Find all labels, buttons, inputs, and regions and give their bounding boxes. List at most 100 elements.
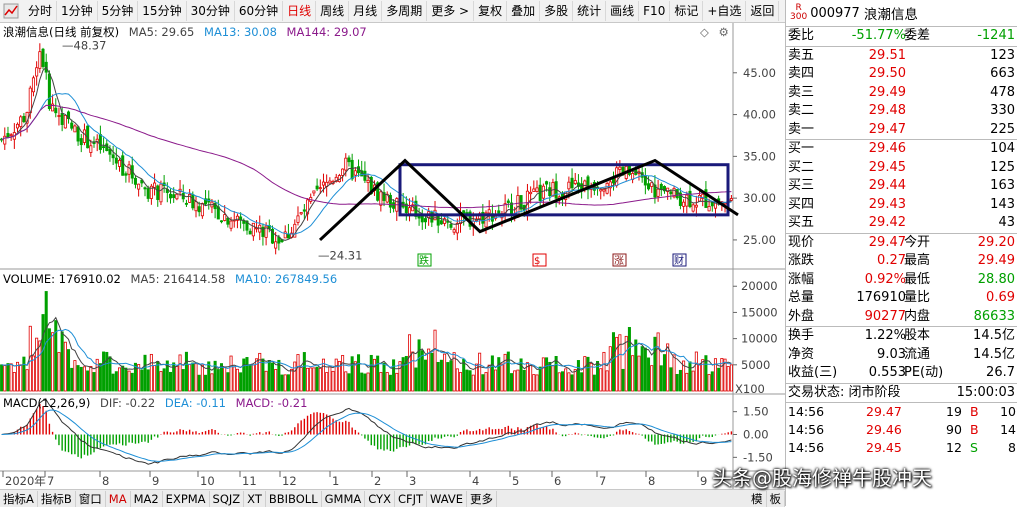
toolbar-item-14[interactable]: 统计	[573, 1, 607, 21]
settings-gear-icon[interactable]: ⚙	[718, 25, 729, 39]
volume-bar	[54, 320, 58, 392]
toolbar-item-0[interactable]: 分时	[24, 1, 58, 21]
volume-bar	[251, 364, 255, 392]
volume-bar	[309, 367, 313, 392]
volume-bar	[490, 355, 494, 392]
toolbar-item-2[interactable]: 5分钟	[98, 1, 139, 21]
volume-bar	[239, 372, 243, 392]
toolbar-item-7[interactable]: 周线	[316, 1, 350, 21]
event-marker-box	[612, 253, 627, 267]
toolbar-item-4[interactable]: 30分钟	[187, 1, 235, 21]
volume-bar	[3, 365, 7, 392]
indicator-tab-7[interactable]: XT	[244, 490, 266, 507]
toolbar-item-11[interactable]: 复权	[474, 1, 508, 21]
candle-body	[669, 191, 673, 195]
candle-body	[573, 180, 577, 185]
toolbar-item-5[interactable]: 60分钟	[235, 1, 284, 21]
kline-chart-area[interactable]: 45.00 40.00 35.00 30.00 25.00 —48.37 —24.31 跌 $ 涨…	[0, 23, 785, 489]
volume-bar	[306, 367, 310, 392]
volume-bar	[213, 360, 217, 392]
template-tab[interactable]: 模	[748, 490, 767, 507]
volume-bar	[360, 372, 364, 392]
toolbar-item-1[interactable]: 1分钟	[57, 1, 98, 21]
candle-body	[223, 214, 227, 221]
diamond-icon[interactable]: ◇	[700, 25, 709, 39]
toolbar-item-12[interactable]: 叠加	[507, 1, 541, 21]
toolbar-item-15[interactable]: 画线	[606, 1, 640, 21]
indicator-tab-13[interactable]: 更多	[467, 490, 498, 507]
volume-bar	[627, 327, 631, 392]
indicator-tab-5[interactable]: EXPMA	[163, 490, 210, 507]
indicator-tab-2[interactable]: 窗口	[76, 490, 106, 507]
candle-body	[570, 177, 574, 189]
indicator-tab-12[interactable]: WAVE	[427, 490, 468, 507]
toolbar-item-3[interactable]: 15分钟	[138, 1, 187, 21]
stat-label: 最高	[904, 253, 931, 268]
event-marker-label: 跌	[419, 254, 429, 267]
volume-bar	[726, 366, 730, 392]
toolbar-item-9[interactable]: 多周期	[382, 1, 428, 21]
toolbar-item-17[interactable]: 标记	[670, 1, 704, 21]
indicator-tab-0[interactable]: 指标A	[0, 490, 38, 507]
volume-bar	[685, 372, 689, 392]
stock-code: 000977	[810, 5, 860, 21]
toolbar-item-16[interactable]: F10	[639, 1, 671, 21]
indicator-tab-8[interactable]: BBIBOLL	[266, 490, 322, 507]
toolbar-item-18[interactable]: +自选	[703, 1, 747, 21]
candle-body	[140, 179, 144, 184]
candle-body	[239, 216, 243, 221]
volume-bar	[283, 374, 287, 392]
candle-body	[293, 223, 297, 238]
volume-bar	[723, 358, 727, 392]
weibi-label: 委比	[788, 28, 815, 43]
stat-value: 9.03	[877, 346, 906, 362]
indicator-tab-9[interactable]: GMMA	[322, 490, 366, 507]
stat-value: 14.5亿	[973, 346, 1015, 362]
volume-bar	[672, 354, 676, 392]
volume-bar	[640, 346, 644, 392]
indicator-tab-4[interactable]: MA2	[131, 490, 163, 507]
volume-bar	[302, 352, 306, 392]
high-price-marker: —48.37	[62, 39, 106, 53]
candle-body	[599, 189, 603, 192]
board-tab[interactable]: 板	[767, 490, 785, 507]
volume-bar	[474, 363, 478, 392]
volume-bar	[602, 351, 606, 392]
trade-side: B	[970, 404, 979, 419]
candle-body	[41, 48, 45, 67]
app-logo-icon[interactable]	[2, 2, 20, 20]
volume-bar	[608, 346, 612, 392]
event-marker-label: $	[534, 256, 540, 267]
toolbar-item-6[interactable]: 日线	[283, 1, 317, 21]
candle-body	[302, 209, 306, 212]
indicator-tab-1[interactable]: 指标B	[38, 490, 76, 507]
candle-body	[519, 195, 523, 210]
indicator-tab-11[interactable]: CFJT	[395, 490, 428, 507]
ask-price: 29.49	[868, 84, 906, 100]
weicha-label: 委差	[904, 28, 931, 43]
volume-bar	[522, 369, 526, 392]
indicator-tab-6[interactable]: SQJZ	[210, 490, 245, 507]
volume-bar	[299, 367, 303, 392]
volume-bar	[117, 367, 122, 392]
volume-bar	[159, 371, 163, 392]
candle-body	[6, 133, 10, 138]
stat-label: 涨跌	[788, 253, 815, 268]
volume-bar	[31, 355, 35, 392]
toolbar-item-19[interactable]: 返回	[746, 1, 780, 21]
stat-label: 现价	[788, 234, 815, 250]
indicator-tab-3[interactable]: MA	[106, 490, 131, 507]
volume-bar	[605, 370, 609, 392]
toolbar-item-8[interactable]: 月线	[349, 1, 383, 21]
bid-level-label: 买三	[788, 178, 815, 193]
toolbar-item-13[interactable]: 多股	[540, 1, 574, 21]
volume-bar	[127, 370, 131, 392]
candle-body	[618, 166, 622, 170]
volume-bar	[261, 358, 265, 392]
indicator-tab-10[interactable]: CYX	[365, 490, 395, 507]
volume-bar	[149, 353, 153, 392]
x-axis-label: 2	[374, 474, 381, 488]
price-tick-label: 30.00	[743, 191, 776, 205]
toolbar-item-10[interactable]: 更多 >	[427, 1, 475, 21]
